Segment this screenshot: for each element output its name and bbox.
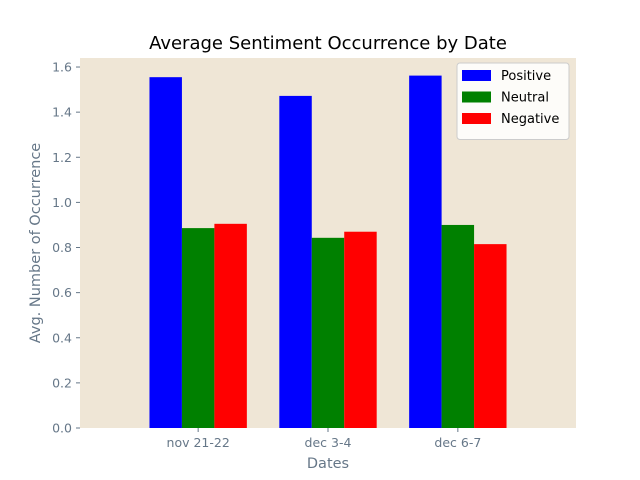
bar-negative-1 <box>214 223 247 428</box>
bar-negative-3 <box>474 244 507 428</box>
legend-label-neutral: Neutral <box>501 91 549 106</box>
y-tick-label: 1.0 <box>52 195 72 210</box>
legend-swatch-positive <box>462 70 491 81</box>
bar-positive-2 <box>279 95 312 429</box>
bar-negative-2 <box>344 231 377 428</box>
y-tick-label: 1.4 <box>52 105 72 120</box>
bar-neutral-1 <box>181 228 215 428</box>
x-tick-label: dec 3-4 <box>305 435 352 450</box>
chart-title: Average Sentiment Occurrence by Date <box>149 33 507 54</box>
bar-positive-3 <box>409 75 442 428</box>
bar-neutral-2 <box>311 237 345 428</box>
y-tick-label: 0.8 <box>52 240 72 255</box>
legend-label-positive: Positive <box>501 69 551 84</box>
bar-positive-1 <box>149 77 182 429</box>
x-tick-label: nov 21-22 <box>167 435 230 450</box>
legend: Positive Neutral Negative <box>456 62 570 140</box>
y-axis-ticks: 0.0 0.2 0.4 0.6 0.8 1.0 1.2 1.4 1.6 <box>52 60 80 436</box>
x-axis-label: Dates <box>307 456 349 472</box>
legend-label-negative: Negative <box>501 112 559 127</box>
bars-group <box>149 75 507 429</box>
x-tick-label: dec 6-7 <box>434 435 481 450</box>
y-tick-label: 1.2 <box>52 150 72 165</box>
y-tick-label: 1.6 <box>52 60 72 75</box>
y-tick-label: 0.6 <box>52 285 72 300</box>
legend-swatch-negative <box>462 113 491 124</box>
y-tick-label: 0.4 <box>52 330 72 345</box>
y-axis-label: Avg. Number of Occurrence <box>28 143 44 343</box>
y-tick-label: 0.2 <box>52 375 72 390</box>
x-axis-ticks: nov 21-22 dec 3-4 dec 6-7 <box>167 428 481 450</box>
bar-neutral-3 <box>441 224 475 428</box>
y-tick-label: 0.0 <box>52 421 72 436</box>
legend-swatch-neutral <box>462 91 491 103</box>
